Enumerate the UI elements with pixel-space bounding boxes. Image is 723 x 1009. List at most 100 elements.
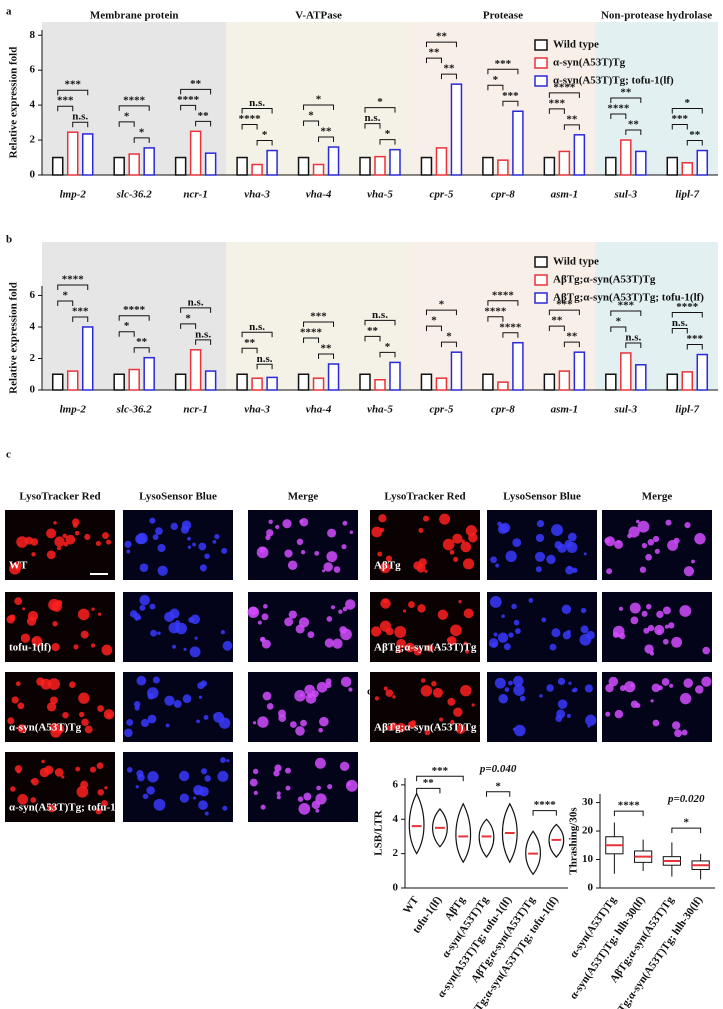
- lysosome: [15, 681, 21, 687]
- bar: [420, 156, 433, 176]
- lysosome: [546, 684, 554, 692]
- sig-bracket: [440, 341, 457, 348]
- sig-label: *: [439, 299, 445, 311]
- lysosome: [74, 530, 80, 536]
- x-tick-label: sul-3: [614, 404, 638, 416]
- lysosome: [194, 636, 198, 640]
- lysosome: [551, 524, 563, 536]
- bar: [51, 373, 64, 391]
- lysosome: [377, 551, 383, 557]
- bar: [204, 152, 217, 176]
- lysosome: [17, 794, 29, 805]
- bar: [189, 349, 202, 391]
- lysosome: [126, 719, 134, 726]
- lysosome: [333, 566, 341, 573]
- lysosome: [519, 695, 526, 702]
- sig-label: ***: [549, 97, 566, 109]
- sig-bracket: [487, 84, 504, 91]
- lysosome: [193, 785, 204, 796]
- lysosome: [298, 803, 311, 815]
- lysosome: [133, 700, 141, 708]
- lysosome: [650, 699, 654, 703]
- lysosome: [535, 533, 545, 543]
- lysosome: [53, 521, 57, 525]
- sig-bracket: [303, 337, 320, 343]
- sig-bracket: [502, 332, 519, 338]
- sig-label: **: [689, 129, 701, 141]
- bar: [266, 376, 278, 391]
- sig-label: **: [620, 87, 632, 99]
- lysosome: [198, 542, 207, 551]
- lysosome: [695, 685, 704, 694]
- lysosome: [405, 642, 415, 653]
- row-label: AβTg;α-syn(A53T)Tg tofu-1(lf): [374, 722, 522, 734]
- lysosome: [504, 687, 510, 692]
- x-tick-label: vha-4: [306, 189, 332, 201]
- lysosome: [679, 693, 692, 705]
- lysosome: [126, 549, 131, 554]
- sig-label: n.s.: [188, 296, 204, 308]
- sig-label: ****: [300, 327, 323, 339]
- sig-bracket: [364, 319, 396, 326]
- sig-bracket: [180, 323, 197, 329]
- lysosome: [669, 683, 674, 688]
- sig-label: ***: [310, 311, 327, 323]
- y-tick-label: 0: [30, 169, 36, 181]
- lysosome: [152, 676, 160, 684]
- sig-label: *: [385, 341, 391, 353]
- bar: [128, 368, 140, 391]
- bar: [143, 356, 155, 391]
- lysosome: [325, 682, 332, 689]
- panel-label: a: [6, 6, 12, 18]
- lysosome: [275, 524, 280, 530]
- bar: [389, 361, 401, 391]
- lysosome: [55, 600, 62, 607]
- lysosome: [513, 684, 525, 696]
- sig-label: ****: [499, 321, 522, 333]
- lysosome: [203, 715, 209, 720]
- x-tick-label: slc-36.2: [116, 404, 153, 416]
- lysosome: [6, 615, 15, 624]
- lysosome: [341, 544, 347, 550]
- lysosome: [311, 690, 319, 698]
- lysosome: [16, 769, 21, 774]
- lysosome: [379, 562, 391, 574]
- bar: [327, 146, 340, 176]
- sig-label: **: [198, 110, 210, 122]
- y-tick-label: 4: [30, 99, 36, 111]
- lysosome: [684, 522, 691, 529]
- lysosome: [389, 722, 398, 731]
- bar: [666, 156, 679, 176]
- sig-bracket: [548, 108, 565, 114]
- lysosome: [495, 563, 500, 568]
- lysosome: [61, 775, 65, 779]
- lysosome: [315, 808, 320, 813]
- lysosome: [31, 552, 36, 557]
- legend-swatch: [534, 75, 548, 87]
- lysosome: [554, 541, 563, 549]
- lysosome: [500, 522, 511, 533]
- x-tick-label: asm-1: [551, 404, 579, 416]
- sig-bracket: [241, 331, 273, 338]
- sig-label: n.s.: [249, 321, 265, 333]
- lysosome: [200, 768, 208, 775]
- panel-label: c: [6, 449, 11, 461]
- sig-bracket: [57, 89, 89, 96]
- bar: [297, 156, 310, 176]
- row-label: α-syn(A53T)Tg; tofu-1(lf): [9, 802, 130, 814]
- lysosome: [303, 792, 312, 801]
- legend-swatch: [534, 57, 548, 69]
- lysosome: [338, 609, 343, 614]
- lysosome: [380, 598, 391, 609]
- lysosome: [463, 558, 475, 570]
- lysosome: [437, 609, 448, 620]
- sig-bracket: [195, 120, 212, 127]
- lysosome: [200, 680, 207, 687]
- lysosome: [568, 681, 572, 685]
- sig-bracket: [613, 810, 644, 817]
- lysosome: [671, 721, 681, 730]
- column-header: LysoTracker Red: [384, 491, 465, 503]
- bar: [635, 364, 647, 391]
- lysosome: [420, 685, 433, 697]
- lysosome: [450, 624, 462, 637]
